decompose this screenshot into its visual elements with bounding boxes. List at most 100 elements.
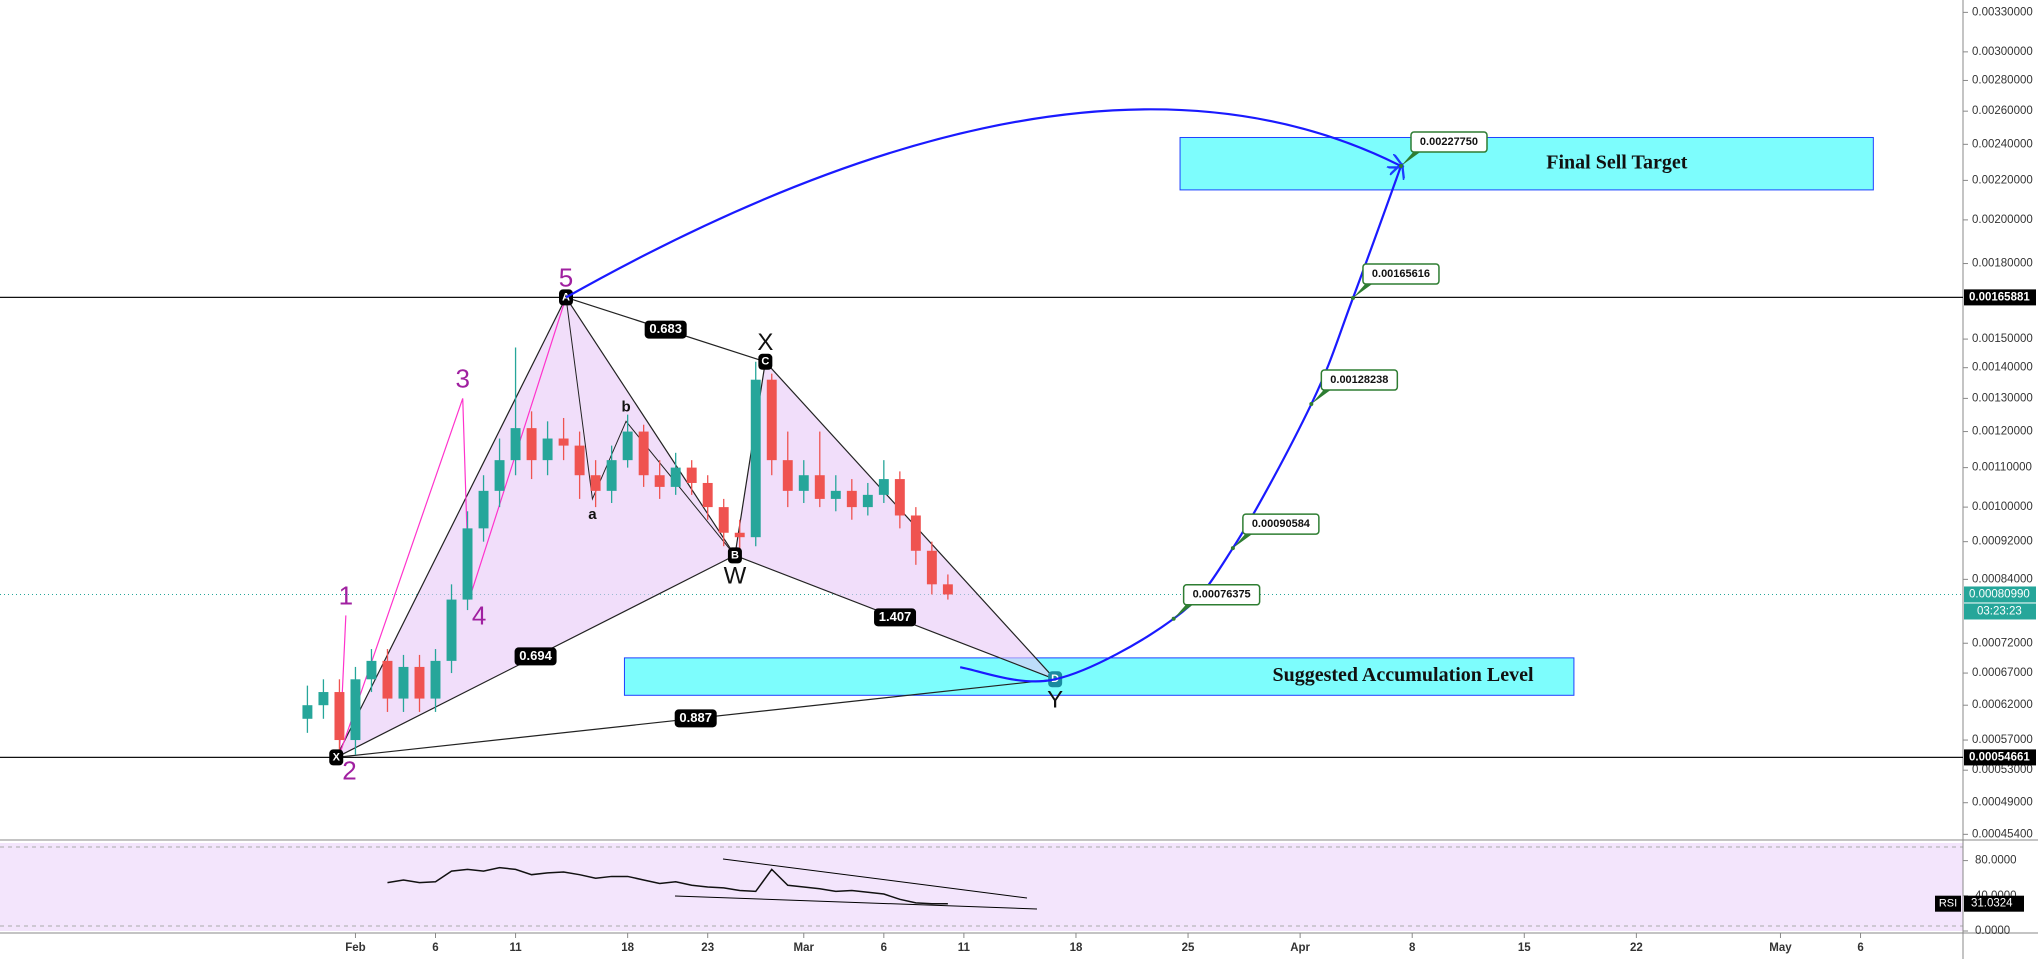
- x-tick-label: 22: [1630, 942, 1643, 954]
- candle-body: [942, 584, 953, 595]
- countdown-label: 03:23:23: [1977, 606, 2022, 618]
- candle-body: [398, 666, 409, 699]
- candle-body: [878, 479, 889, 495]
- ratio-label: 0.694: [519, 648, 552, 663]
- x-tick-label: 6: [881, 942, 887, 954]
- target-box: [1410, 131, 1488, 153]
- x-tick-label: 23: [701, 942, 714, 954]
- rsi-line: [387, 866, 948, 905]
- subwave-label: Y: [1047, 687, 1063, 714]
- level-badge: [1964, 749, 2036, 766]
- y-tick-label: 0.00092000: [1972, 536, 2033, 548]
- candle-body: [798, 475, 809, 491]
- countdown-badge: [1964, 603, 2036, 620]
- level-label: 0.00165881: [1969, 291, 2030, 303]
- y-tick-label: 0.00084000: [1972, 573, 2033, 585]
- pattern-fill: [336, 297, 735, 758]
- pattern-point-label: B: [731, 549, 739, 561]
- y-tick-label: 0.00072000: [1972, 637, 2033, 649]
- target-label: 0.00090584: [1252, 518, 1311, 530]
- candle-body: [926, 550, 937, 585]
- candle-body: [542, 438, 553, 461]
- y-tick-label: 0.00120000: [1972, 426, 2033, 438]
- y-tick-label: 0.00150000: [1972, 333, 2033, 345]
- subwave-label: X: [757, 329, 773, 356]
- x-tick-label: 8: [1409, 942, 1416, 954]
- y-tick-label: 0.00053000: [1972, 764, 2033, 776]
- candle-body: [622, 431, 633, 461]
- candle-body: [526, 428, 537, 461]
- rsi-name-badge: [1935, 895, 1961, 912]
- target-pointer: [1400, 150, 1423, 167]
- wave-label: 3: [455, 363, 469, 393]
- pattern-badge: [329, 749, 344, 766]
- target-pointer: [1352, 282, 1375, 299]
- candle-body: [350, 679, 361, 741]
- candle-body: [366, 660, 377, 680]
- x-tick-label: 11: [509, 942, 522, 954]
- candle-body: [590, 475, 601, 491]
- zone: [1179, 136, 1874, 191]
- candle-body: [494, 460, 505, 491]
- y-tick-label: 0.00260000: [1972, 105, 2033, 117]
- target-label: 0.00128238: [1330, 374, 1388, 386]
- target-label: 0.00076375: [1193, 589, 1251, 601]
- y-tick-label: 0.00067000: [1972, 667, 2033, 679]
- y-tick-label: 0.00200000: [1972, 214, 2033, 226]
- zone-label: Suggested Accumulation Level: [1272, 664, 1534, 686]
- candle-body: [862, 494, 873, 508]
- rsi-pane: [0, 843, 1963, 931]
- ratio-label: 0.887: [679, 710, 712, 725]
- candle-body: [830, 490, 841, 499]
- candle-body: [430, 660, 441, 699]
- candle-body: [558, 438, 569, 446]
- target-box: [1362, 263, 1440, 285]
- x-tick-label: 15: [1518, 942, 1531, 954]
- candle-body: [846, 490, 857, 508]
- candle-body: [414, 666, 425, 699]
- ratio-label: 1.407: [879, 609, 912, 624]
- subwave-label: W: [724, 563, 747, 590]
- candle-body: [382, 660, 393, 699]
- y-tick-label: 0.00130000: [1972, 392, 2033, 404]
- target-box: [1182, 584, 1261, 606]
- x-tick-label: 6: [1857, 942, 1863, 954]
- ratio-badge: [644, 320, 687, 339]
- pattern-badge: [758, 353, 773, 370]
- candle-body: [654, 475, 665, 487]
- rsi-value-badge: [1964, 895, 2024, 912]
- subwave-line: [565, 297, 736, 556]
- ratio-badge: [874, 608, 917, 627]
- pattern-point-label: C: [761, 356, 769, 368]
- wave-label: 4: [472, 600, 486, 630]
- y-tick-label: 0.00180000: [1972, 258, 2033, 270]
- rsi-value-label: 31.0324: [1971, 898, 2013, 910]
- plot: 0.00330000 0.00300000 0.00280000 0.00260000…: [0, 6, 2036, 954]
- y-tick-label: 0.00100000: [1972, 501, 2033, 513]
- projection-arc: [565, 108, 1401, 299]
- pattern-line: [565, 297, 736, 556]
- pattern-fill: [734, 361, 1056, 680]
- pattern-badge: [727, 547, 742, 564]
- candle-body: [638, 431, 649, 476]
- x-tick-label: Feb: [345, 942, 365, 954]
- x-tick-label: 18: [1070, 942, 1083, 954]
- x-tick-label: Mar: [794, 942, 815, 954]
- target-pointer: [1173, 602, 1196, 619]
- target-pointer: [1232, 532, 1255, 549]
- zone-label: Final Sell Target: [1546, 151, 1687, 173]
- y-tick-label: 0.00110000: [1972, 462, 2032, 474]
- subwave-label: b: [621, 398, 630, 415]
- target-label: 0.00165616: [1372, 268, 1430, 280]
- y-tick-label: 0.00330000: [1972, 6, 2033, 18]
- x-tick-label: Apr: [1290, 942, 1310, 954]
- candle-body: [782, 460, 793, 491]
- target-box: [1320, 369, 1399, 391]
- candle-body: [734, 532, 745, 538]
- rsi-tick-label: 80.0000: [1975, 855, 2017, 867]
- y-tick-label: 0.00220000: [1972, 174, 2033, 186]
- candle-body: [718, 507, 729, 533]
- x-tick-label: 25: [1182, 942, 1195, 954]
- rsi-name: RSI: [1939, 898, 1957, 910]
- candle-body: [574, 445, 585, 476]
